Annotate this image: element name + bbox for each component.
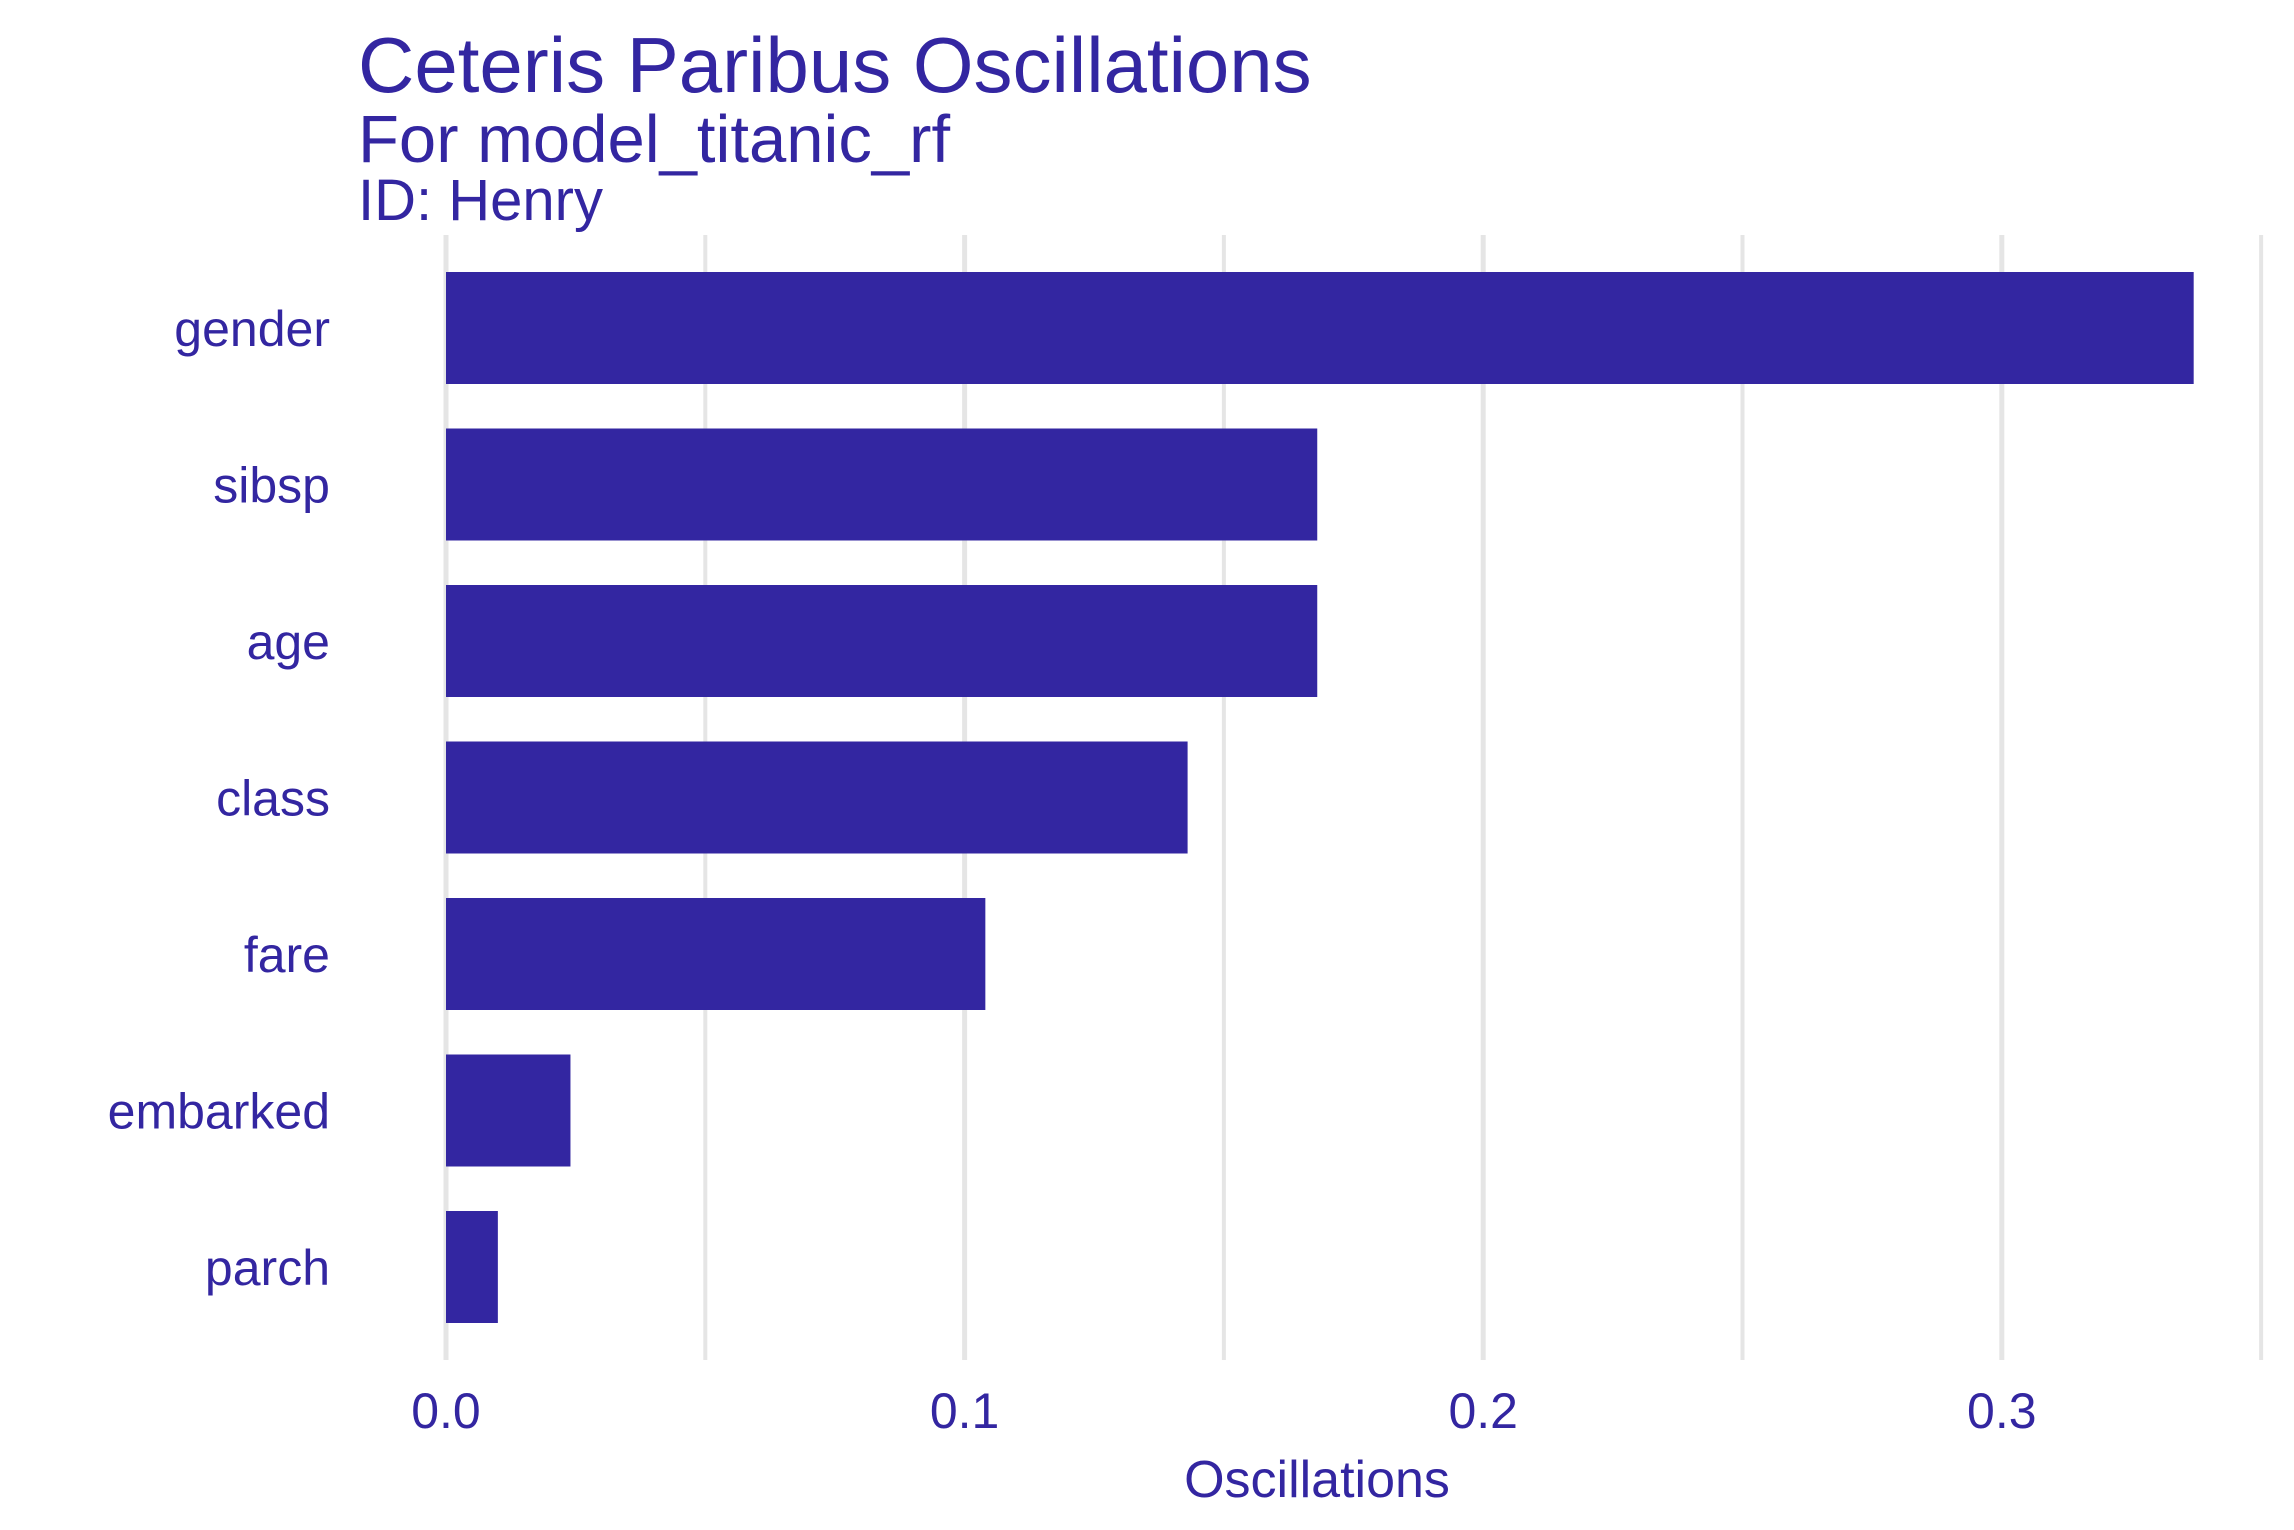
- bar-embarked: [446, 1054, 571, 1167]
- x-tick-labels: 0.0 0.1 0.2 0.3: [411, 1383, 2036, 1439]
- bar-parch: [446, 1211, 498, 1323]
- category-label-fare: fare: [244, 927, 330, 983]
- chart-title: Ceteris Paribus Oscillations: [358, 21, 1312, 109]
- x-tick-label: 0.1: [930, 1383, 1000, 1439]
- category-label-sibsp: sibsp: [213, 458, 330, 514]
- chart-subtitle: For model_titanic_rf: [358, 102, 950, 177]
- bar-gender: [446, 272, 2194, 384]
- x-tick-label: 0.0: [411, 1383, 481, 1439]
- category-label-age: age: [247, 614, 330, 670]
- category-label-embarked: embarked: [108, 1084, 330, 1140]
- bar-age: [446, 585, 1318, 697]
- bar-class: [446, 741, 1188, 854]
- x-tick-label: 0.3: [1967, 1383, 2037, 1439]
- bars: [446, 272, 2194, 1323]
- category-label-gender: gender: [174, 301, 330, 357]
- category-labels: gender sibsp age class fare embarked parch: [108, 301, 330, 1296]
- x-axis-label: Oscillations: [1184, 1451, 1450, 1509]
- x-tick-label: 0.2: [1448, 1383, 1518, 1439]
- category-label-class: class: [216, 771, 330, 827]
- chart-id-line: ID: Henry: [358, 168, 603, 233]
- bar-sibsp: [446, 428, 1318, 541]
- category-label-parch: parch: [205, 1240, 330, 1296]
- bar-fare: [446, 898, 986, 1010]
